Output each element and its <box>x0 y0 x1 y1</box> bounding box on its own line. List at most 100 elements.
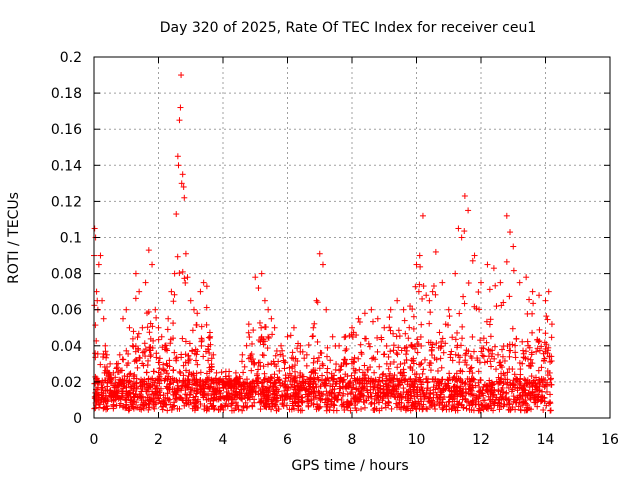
data-point <box>179 268 186 275</box>
data-point <box>246 334 253 341</box>
data-point <box>272 380 279 387</box>
data-point <box>189 405 196 412</box>
data-point <box>149 399 156 406</box>
data-point <box>305 402 312 409</box>
data-point <box>184 376 191 383</box>
data-point <box>159 344 166 351</box>
data-point <box>310 401 317 408</box>
data-point <box>209 377 216 384</box>
data-point <box>378 405 385 412</box>
data-point-peak <box>497 279 504 286</box>
data-point <box>504 369 511 376</box>
data-point <box>492 366 499 373</box>
data-point <box>263 400 270 407</box>
data-point <box>426 320 433 327</box>
data-point <box>295 396 302 403</box>
data-point-peak <box>152 306 159 313</box>
data-point <box>274 392 281 399</box>
data-point <box>273 347 280 354</box>
data-point <box>496 400 503 407</box>
data-point-peak <box>452 270 459 277</box>
data-point <box>179 335 186 342</box>
data-point <box>297 380 304 387</box>
data-point <box>228 402 235 409</box>
data-point <box>265 335 272 342</box>
data-point <box>418 384 425 391</box>
data-point <box>506 341 513 348</box>
data-point <box>124 373 131 380</box>
data-point <box>250 327 257 334</box>
data-point <box>279 393 286 400</box>
data-point <box>182 279 189 286</box>
data-point-peak <box>245 321 252 328</box>
data-point-peak <box>455 225 462 232</box>
data-point <box>294 380 301 387</box>
data-point <box>508 388 515 395</box>
data-point <box>433 340 440 347</box>
axes: 0 2 4 6 8 10 12 14 16 0 0.02 0.04 0.06 0.08 0.1 0.12 0.1… <box>51 50 619 448</box>
data-point <box>170 403 177 410</box>
data-point <box>532 386 539 393</box>
data-point <box>103 363 110 370</box>
data-point <box>420 366 427 373</box>
data-point <box>95 394 102 401</box>
data-point <box>405 335 412 342</box>
data-point <box>153 354 160 361</box>
data-point <box>186 369 193 376</box>
data-point <box>483 318 490 325</box>
data-point-peak <box>542 297 549 304</box>
data-point <box>300 382 307 389</box>
data-point <box>287 378 294 385</box>
data-point <box>255 366 262 373</box>
data-point <box>145 357 152 364</box>
data-point <box>467 378 474 385</box>
data-point <box>319 372 326 379</box>
data-point <box>496 379 503 386</box>
data-point <box>182 359 189 366</box>
data-point <box>108 389 115 396</box>
data-point <box>547 407 554 414</box>
data-point <box>446 313 453 320</box>
data-point <box>425 339 432 346</box>
data-point <box>500 343 507 350</box>
data-point <box>329 383 336 390</box>
data-point-peak <box>139 324 146 331</box>
data-point <box>92 350 99 357</box>
data-point <box>243 404 250 411</box>
data-point <box>115 368 122 375</box>
data-point <box>386 314 393 321</box>
data-point <box>144 324 151 331</box>
data-point <box>155 336 162 343</box>
data-point <box>348 389 355 396</box>
data-point <box>489 350 496 357</box>
data-point <box>470 348 477 355</box>
data-point <box>403 357 410 364</box>
data-point-peak <box>113 360 120 367</box>
data-point <box>133 384 140 391</box>
data-point <box>156 387 163 394</box>
data-point <box>428 351 435 358</box>
data-point <box>164 385 171 392</box>
data-point <box>273 407 280 414</box>
data-point <box>361 383 368 390</box>
data-point <box>478 348 485 355</box>
data-point <box>439 376 446 383</box>
data-point <box>356 366 363 373</box>
data-point <box>260 341 267 348</box>
data-point <box>501 357 508 364</box>
data-point <box>544 316 551 323</box>
data-point <box>323 388 330 395</box>
data-point <box>372 356 379 363</box>
data-point <box>200 353 207 360</box>
x-tick-label: 6 <box>283 432 292 448</box>
data-point <box>396 333 403 340</box>
data-point <box>116 402 123 409</box>
data-point <box>394 351 401 358</box>
data-point <box>394 375 401 382</box>
data-point <box>486 286 493 293</box>
data-point <box>164 407 171 414</box>
data-point <box>449 405 456 412</box>
data-point <box>147 353 154 360</box>
data-point <box>174 405 181 412</box>
data-point <box>497 376 504 383</box>
